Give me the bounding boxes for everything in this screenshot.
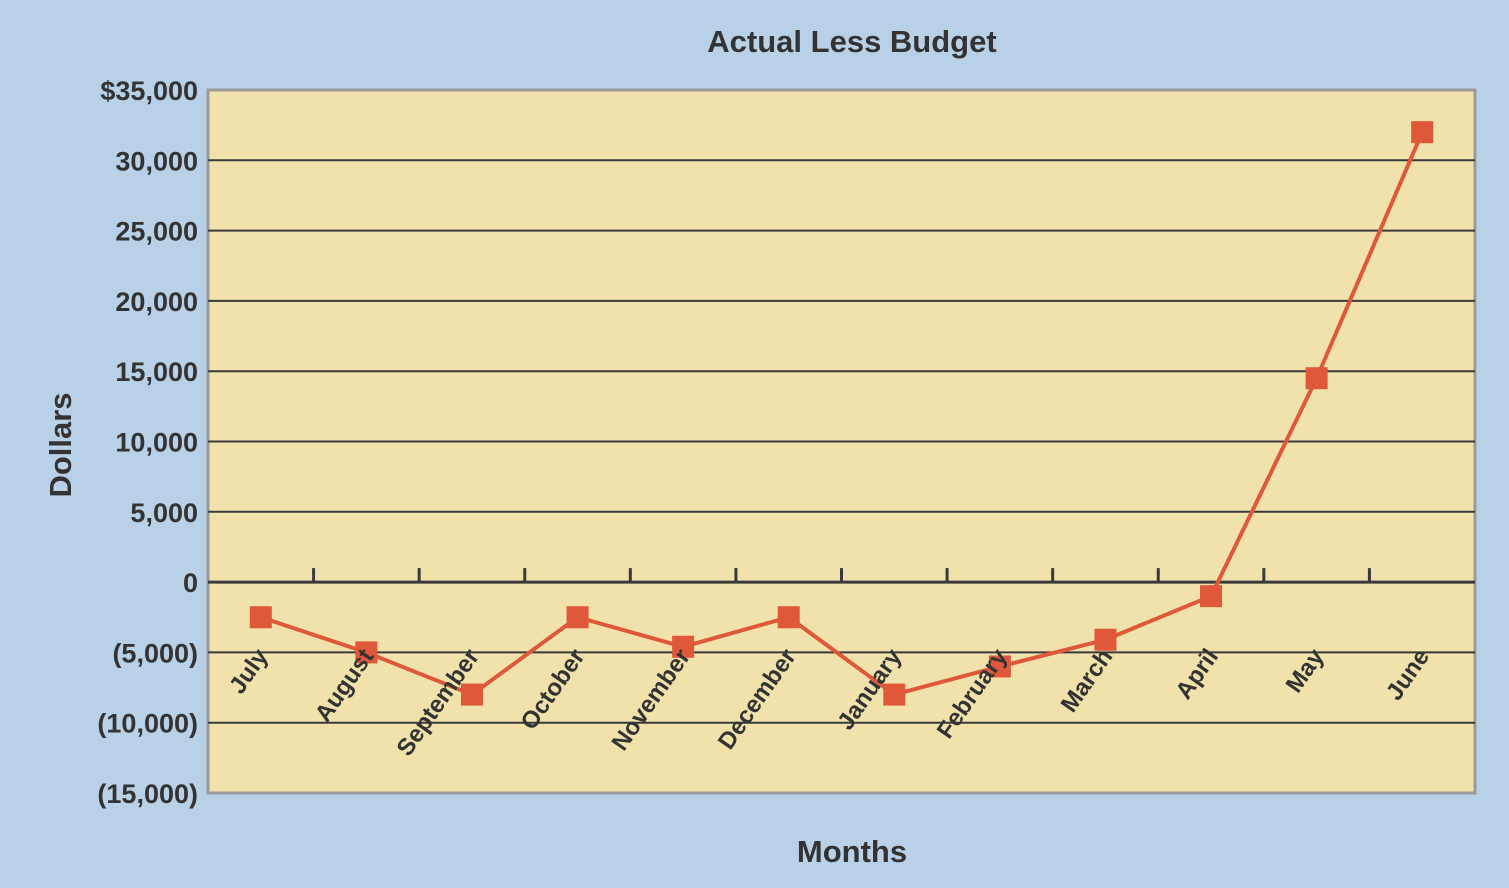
data-point	[566, 606, 589, 629]
y-tick-label: $35,000	[100, 76, 198, 106]
data-point	[883, 683, 906, 706]
data-point	[1200, 585, 1223, 608]
series-1	[249, 121, 1434, 706]
x-axis-title: Months	[797, 834, 907, 869]
data-point	[988, 655, 1011, 678]
data-point	[1411, 121, 1434, 144]
y-tick-label: 10,000	[115, 428, 198, 458]
y-tick-label: (5,000)	[112, 638, 198, 668]
y-tick-label: (15,000)	[97, 779, 198, 809]
y-tick-label: 20,000	[115, 287, 198, 317]
y-tick-label: 30,000	[115, 146, 198, 176]
data-point	[777, 606, 800, 629]
series-line	[260, 131, 1425, 697]
y-tick-label: 15,000	[115, 357, 198, 387]
chart-title: Actual Less Budget	[707, 24, 996, 59]
data-point	[355, 641, 378, 664]
data-point	[1094, 628, 1117, 651]
y-tick-label: 0	[183, 568, 198, 598]
y-tick-label: 5,000	[130, 498, 198, 528]
x-tick-marks	[312, 568, 1371, 583]
data-point	[460, 683, 483, 706]
data-point	[1305, 367, 1328, 390]
y-axis-title: Dollars	[43, 392, 78, 497]
y-tick-label: (10,000)	[97, 709, 198, 739]
data-point	[249, 606, 272, 629]
y-tick-labels: $35,000 30,000 25,000 20,000 15,000 10,000 5,0…	[97, 76, 198, 809]
data-point	[672, 635, 695, 658]
y-tick-label: 25,000	[115, 217, 198, 247]
